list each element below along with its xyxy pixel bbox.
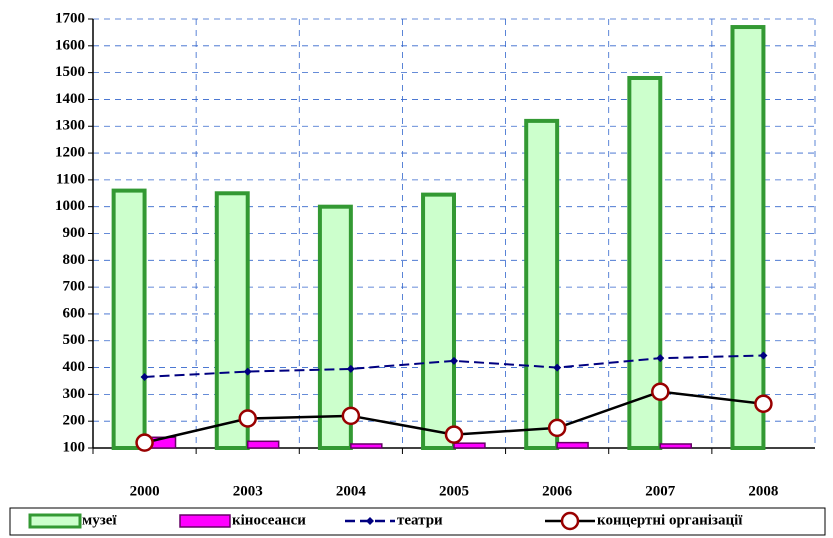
marker xyxy=(346,364,355,373)
bar xyxy=(214,191,250,450)
y-tick-label: 1300 xyxy=(55,118,85,134)
marker xyxy=(135,433,154,452)
legend-item: кіносеанси xyxy=(179,512,306,528)
y-tick-label: 1100 xyxy=(56,171,85,187)
bar xyxy=(453,442,486,449)
bar xyxy=(317,204,353,450)
x-tick-label: 2004 xyxy=(336,483,367,499)
legend-swatch xyxy=(179,514,231,528)
y-tick-label: 900 xyxy=(63,225,86,241)
legend-label: музеї xyxy=(82,512,117,528)
x-tick-label: 2000 xyxy=(130,483,160,499)
bar xyxy=(350,443,383,449)
marker xyxy=(140,372,149,381)
y-tick-label: 1500 xyxy=(55,64,85,80)
marker xyxy=(754,394,773,414)
y-tick-label: 600 xyxy=(63,305,86,321)
y-tick-label: 1000 xyxy=(55,198,85,214)
y-tick-label: 200 xyxy=(63,413,86,429)
marker xyxy=(243,367,252,376)
legend-item: концертні організації xyxy=(545,511,743,531)
marker xyxy=(560,511,580,531)
bar xyxy=(246,440,280,449)
x-tick-label: 2003 xyxy=(233,483,263,499)
marker xyxy=(341,406,361,426)
x-tick-label: 2008 xyxy=(748,483,778,499)
y-tick-label: 1600 xyxy=(55,37,85,53)
legend-label: концертні організації xyxy=(597,512,743,528)
y-tick-label: 500 xyxy=(63,332,86,348)
marker xyxy=(651,382,670,401)
y-tick-label: 1400 xyxy=(55,91,85,107)
marker xyxy=(656,354,665,363)
x-tick-label: 2005 xyxy=(439,483,469,499)
y-tick-label: 100 xyxy=(63,439,86,455)
bar xyxy=(421,192,456,450)
legend-label: театри xyxy=(397,512,443,528)
legend-label: кіносеанси xyxy=(232,512,306,528)
y-tick-label: 1200 xyxy=(55,145,85,161)
marker xyxy=(238,409,257,428)
legend-box xyxy=(9,507,826,536)
bar xyxy=(556,441,589,449)
marker xyxy=(450,356,458,365)
legend-item: театри xyxy=(345,512,443,528)
marker xyxy=(759,351,768,360)
legend-swatch xyxy=(28,513,82,529)
marker xyxy=(547,418,567,438)
y-tick-label: 300 xyxy=(63,386,86,402)
bar xyxy=(111,188,147,450)
legend-item: музеї xyxy=(28,512,117,529)
marker xyxy=(366,517,374,525)
marker xyxy=(444,425,464,444)
x-tick-label: 2006 xyxy=(542,483,573,499)
y-tick-label: 1700 xyxy=(55,10,85,26)
bar xyxy=(524,118,560,450)
marker xyxy=(553,363,562,372)
bar xyxy=(659,443,692,449)
y-tick-label: 800 xyxy=(63,252,86,268)
y-tick-label: 400 xyxy=(63,359,86,375)
x-tick-label: 2007 xyxy=(645,483,676,499)
y-tick-label: 700 xyxy=(63,279,86,295)
bar xyxy=(730,25,766,450)
